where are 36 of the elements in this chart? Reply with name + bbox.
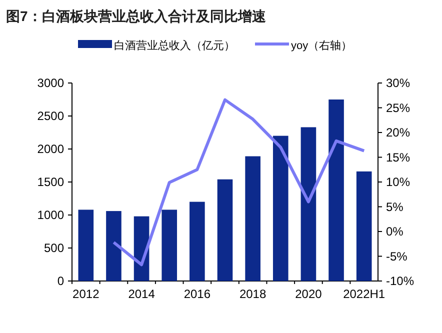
bar: [328, 100, 344, 281]
bar: [272, 136, 288, 281]
bar: [162, 210, 178, 281]
y-tick-label: 0: [57, 274, 64, 288]
bar: [300, 127, 316, 281]
y-tick-label: 2000: [37, 142, 64, 156]
y2-tick-label: -10%: [386, 274, 414, 288]
bar: [356, 171, 372, 281]
x-tick-label: 2022H1: [343, 287, 386, 301]
x-tick-label: 2020: [295, 287, 322, 301]
chart-title: 图7：白酒板块营业总收入合计及同比增速: [6, 8, 267, 24]
y2-tick-label: 20%: [386, 126, 410, 140]
bar: [217, 179, 233, 281]
line-series: [112, 98, 366, 266]
y-tick-label: 1000: [37, 208, 64, 222]
y2-tick-label: 0%: [386, 224, 404, 238]
y2-tick-label: -5%: [386, 249, 408, 264]
y2-tick-label: 25%: [386, 100, 410, 115]
x-tick-label: 2012: [72, 287, 100, 301]
y2-tick-label: 5%: [386, 200, 404, 214]
y-tick-label: 2500: [37, 109, 64, 123]
legend-label: 白酒营业总收入（亿元）: [114, 39, 235, 52]
x-tick-label: 2014: [128, 287, 156, 301]
bar: [78, 210, 94, 281]
legend-label: yoy（右轴）: [291, 39, 352, 52]
bar: [106, 211, 122, 281]
x-tick-label: 2018: [239, 287, 266, 301]
y2-tick-label: 15%: [386, 150, 410, 164]
x-tick-label: 2016: [184, 287, 211, 301]
y2-tick-label: 10%: [386, 175, 410, 189]
bar: [245, 156, 260, 281]
y2-tick-label: 30%: [386, 76, 410, 90]
bar: [190, 202, 205, 281]
y-tick-label: 1500: [37, 175, 64, 189]
y-tick-label: 3000: [37, 76, 64, 90]
y-tick-label: 500: [44, 241, 64, 255]
